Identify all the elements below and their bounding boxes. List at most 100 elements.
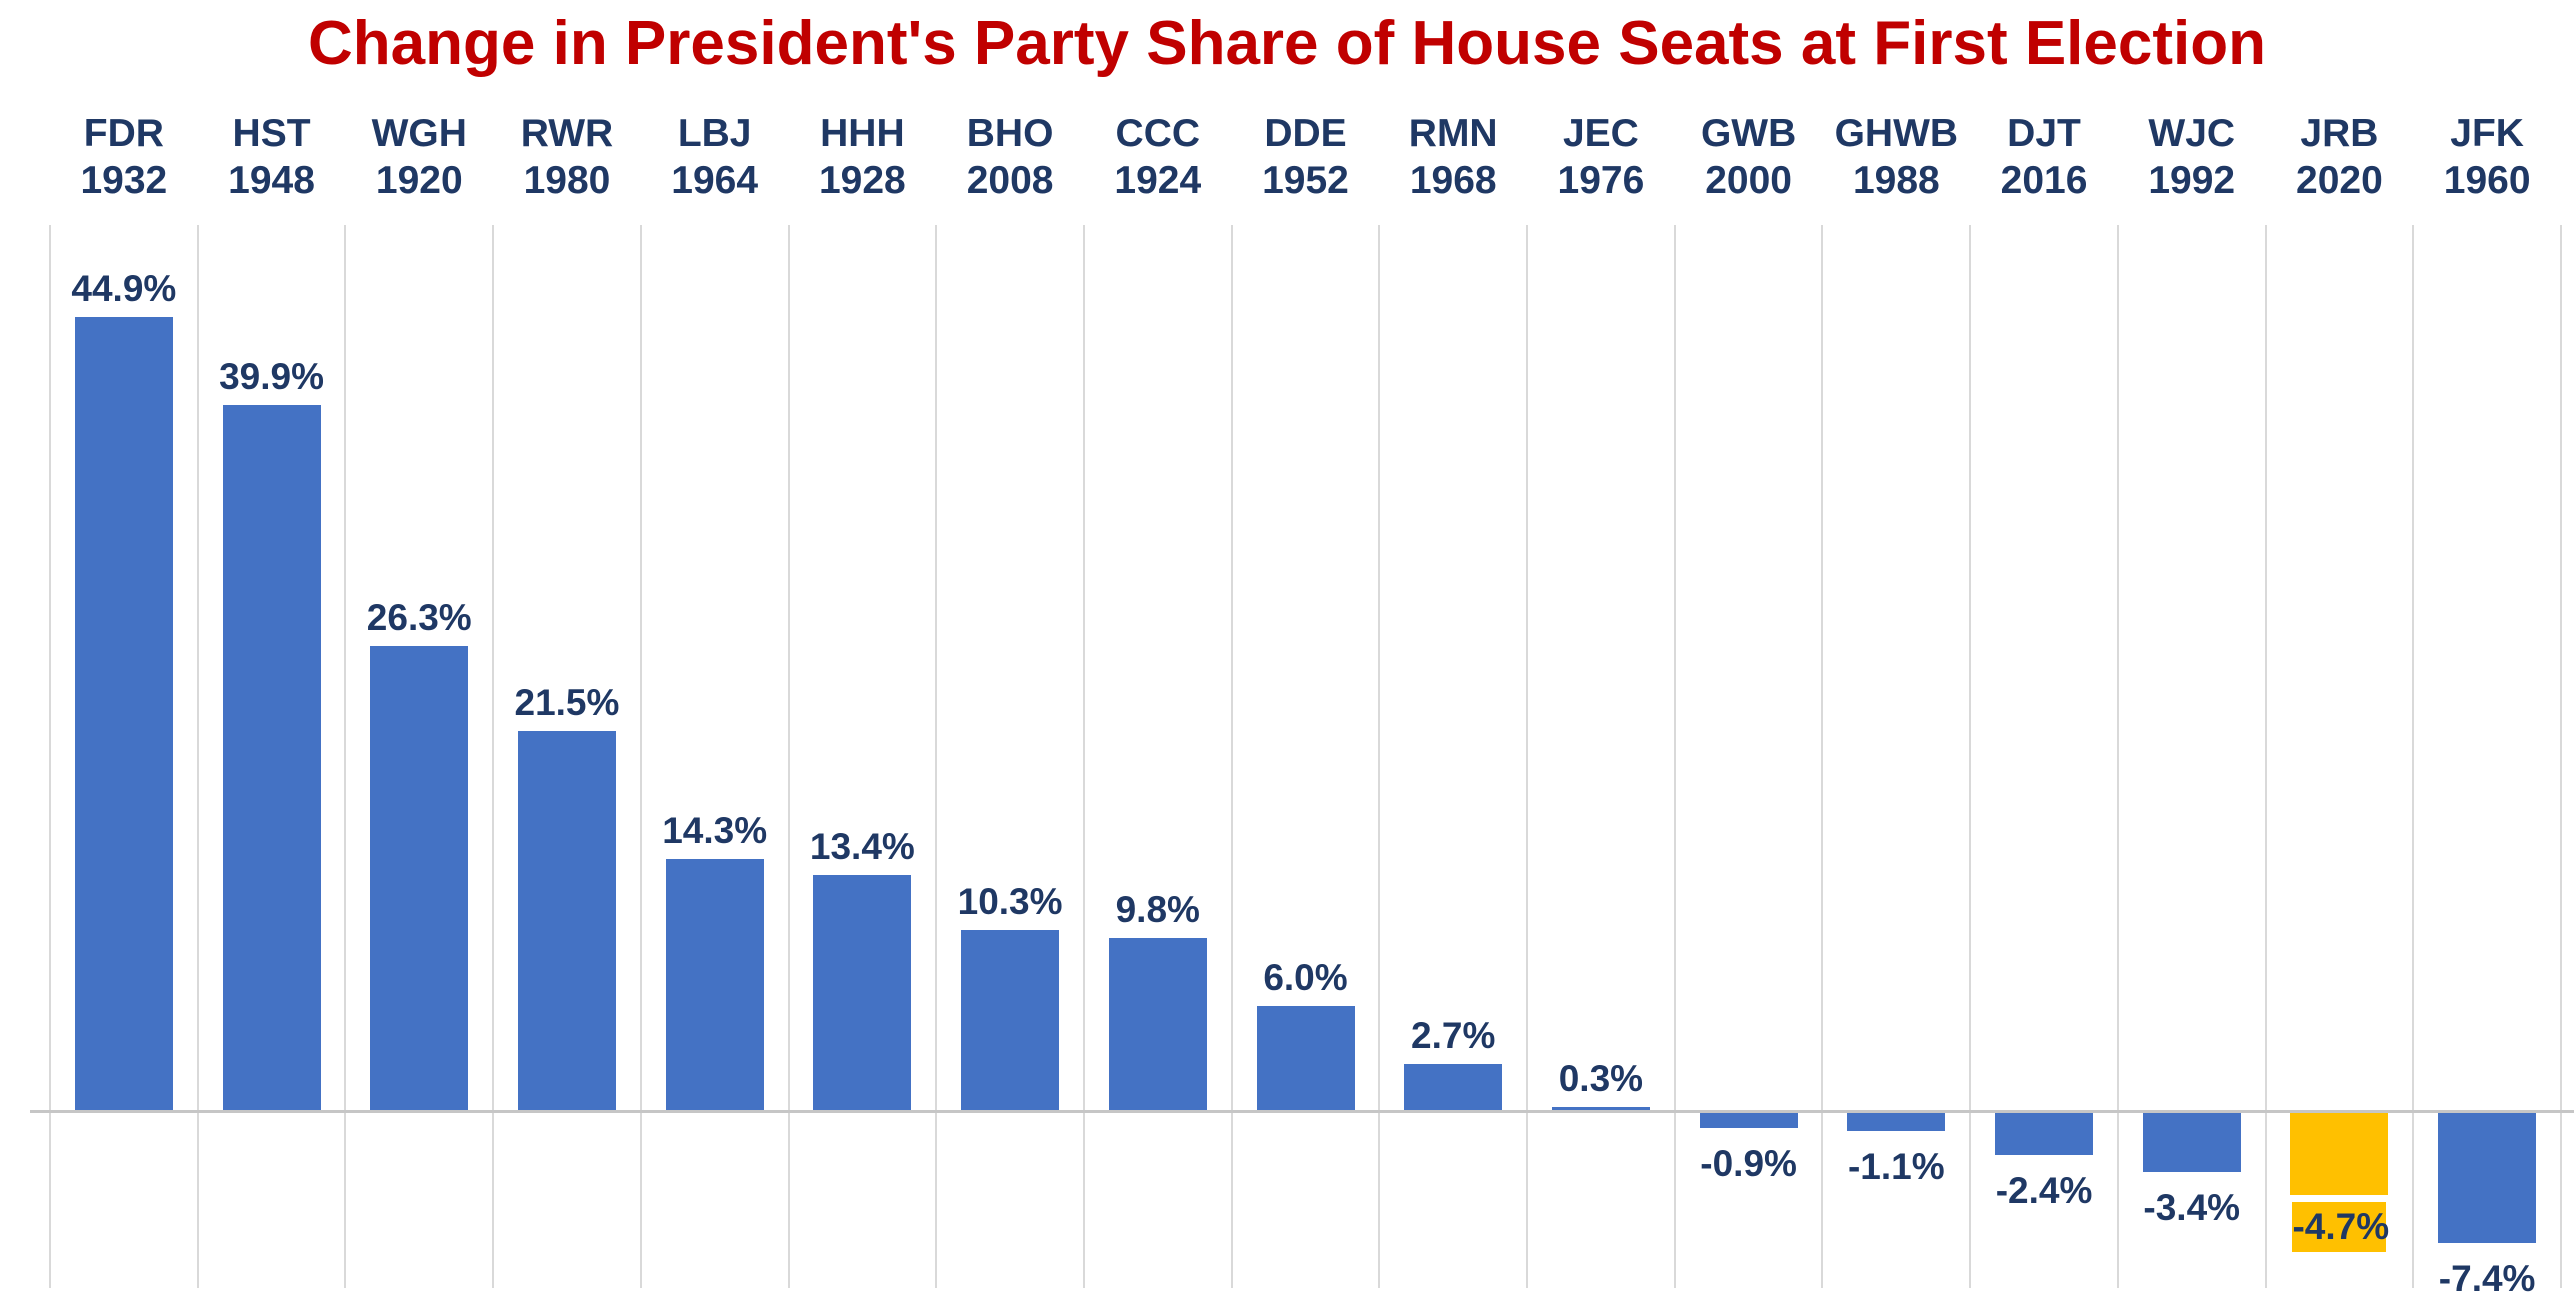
value-label: -3.4% xyxy=(2143,1187,2241,1229)
bar xyxy=(813,874,912,1112)
category-label: HST 1948 xyxy=(198,110,346,204)
category-label-year: 1980 xyxy=(523,159,611,202)
plot-area: 44.9% 39.9% 26.3% 21.5% 14.3% 13.4% 10.3% 9.8% 6… xyxy=(30,225,2574,1299)
category-gridline xyxy=(196,225,199,1288)
category-gridline xyxy=(935,225,938,1288)
category-label-year: 2020 xyxy=(2296,159,2383,202)
value-label: 26.3% xyxy=(366,597,472,639)
chart-title: Change in President's Party Share of Hou… xyxy=(308,9,2266,78)
category-label-year: 2016 xyxy=(2000,159,2088,202)
category-gridline xyxy=(2264,225,2267,1288)
category-label-initials: HST xyxy=(232,112,311,155)
value-label: -0.9% xyxy=(1700,1142,1797,1184)
category-label-initials: WGH xyxy=(371,112,467,155)
value-label: -1.1% xyxy=(1847,1146,1945,1188)
bar xyxy=(222,405,321,1112)
category-gridline xyxy=(344,225,347,1288)
category-label-year: 1960 xyxy=(2443,159,2531,202)
bar xyxy=(1847,1112,1946,1132)
value-label: 13.4% xyxy=(809,825,915,867)
category-gridline xyxy=(492,225,495,1288)
category-gridline xyxy=(1082,225,1085,1288)
category-gridline xyxy=(49,225,51,1288)
value-label: 2.7% xyxy=(1411,1015,1496,1057)
bar xyxy=(517,731,616,1112)
category-label-initials: JRB xyxy=(2300,112,2379,155)
category-label: WGH 1920 xyxy=(345,110,493,204)
value-label: 44.9% xyxy=(71,267,177,309)
bar xyxy=(1995,1112,2094,1155)
category-label-initials: HHH xyxy=(820,112,905,155)
category-label-year: 1932 xyxy=(80,159,168,202)
category-label-year: 1964 xyxy=(671,159,759,202)
value-label: 39.9% xyxy=(219,356,325,398)
value-label: -4.7% xyxy=(2292,1202,2389,1253)
category-label-initials: DDE xyxy=(1264,112,1347,155)
category-label-year: 1924 xyxy=(1114,159,1202,202)
value-label: -2.4% xyxy=(1995,1169,2093,1211)
category-label: RWR 1980 xyxy=(493,110,641,204)
category-label-year: 1992 xyxy=(2148,159,2236,202)
category-label-year: 1988 xyxy=(1852,159,1940,202)
category-label: RMN 1968 xyxy=(1379,110,1527,204)
category-gridline xyxy=(1526,225,1529,1288)
bar xyxy=(1256,1005,1355,1112)
category-label-initials: FDR xyxy=(83,112,164,155)
bar xyxy=(961,929,1060,1112)
category-label-initials: RMN xyxy=(1408,112,1498,155)
category-label-initials: JFK xyxy=(2450,112,2524,155)
category-gridline xyxy=(1230,225,1233,1288)
bar xyxy=(2438,1112,2537,1244)
category-label: BHO 2008 xyxy=(936,110,1084,204)
bar xyxy=(370,646,469,1112)
category-label-initials: RWR xyxy=(520,112,614,155)
category-label: CCC 1924 xyxy=(1084,110,1232,204)
value-label: 10.3% xyxy=(957,880,1063,922)
bar xyxy=(665,858,764,1112)
value-label: -7.4% xyxy=(2438,1258,2536,1300)
category-label-initials: GHWB xyxy=(1834,112,1959,155)
category-label: WJC 1992 xyxy=(2118,110,2266,204)
zero-baseline xyxy=(30,1110,2574,1113)
value-label: 21.5% xyxy=(514,682,620,724)
bar xyxy=(1404,1064,1503,1112)
category-label: GHWB 1988 xyxy=(1822,110,1970,204)
category-label: DDE 1952 xyxy=(1232,110,1380,204)
value-label: 9.8% xyxy=(1115,889,1200,931)
category-label-year: 1920 xyxy=(375,159,463,202)
value-label: 14.3% xyxy=(662,809,768,851)
category-label-initials: LBJ xyxy=(677,112,752,155)
category-label-initials: DJT xyxy=(2007,112,2081,155)
category-label: LBJ 1964 xyxy=(641,110,789,204)
category-label: DJT 2016 xyxy=(1970,110,2118,204)
category-gridline xyxy=(1378,225,1381,1288)
category-label: JRB 2020 xyxy=(2266,110,2414,204)
category-gridline xyxy=(1673,225,1676,1288)
category-label: JEC 1976 xyxy=(1527,110,1675,204)
category-gridline xyxy=(2116,225,2119,1288)
category-gridline xyxy=(2412,225,2415,1288)
bar-highlighted xyxy=(2290,1112,2389,1196)
category-label-initials: WJC xyxy=(2148,112,2236,155)
category-label: GWB 2000 xyxy=(1675,110,1823,204)
category-label-year: 1928 xyxy=(818,159,906,202)
bar xyxy=(1551,1106,1650,1112)
category-gridline xyxy=(787,225,790,1288)
category-gridline xyxy=(1969,225,1972,1288)
category-label-year: 2000 xyxy=(1705,159,1792,202)
bar xyxy=(74,316,173,1112)
category-label-year: 1952 xyxy=(1262,159,1349,202)
category-label-year: 2008 xyxy=(966,159,1054,202)
category-label-initials: BHO xyxy=(966,112,1054,155)
category-gridline xyxy=(639,225,642,1288)
category-label-initials: JEC xyxy=(1562,112,1639,155)
category-gridline xyxy=(1821,225,1824,1288)
value-label: 6.0% xyxy=(1263,956,1348,998)
category-gridline xyxy=(2560,225,2562,1288)
category-label-year: 1976 xyxy=(1557,159,1645,202)
category-label-year: 1968 xyxy=(1409,159,1497,202)
category-label-initials: GWB xyxy=(1700,112,1797,155)
category-label-year: 1948 xyxy=(228,159,315,202)
category-label: FDR 1932 xyxy=(50,110,198,204)
